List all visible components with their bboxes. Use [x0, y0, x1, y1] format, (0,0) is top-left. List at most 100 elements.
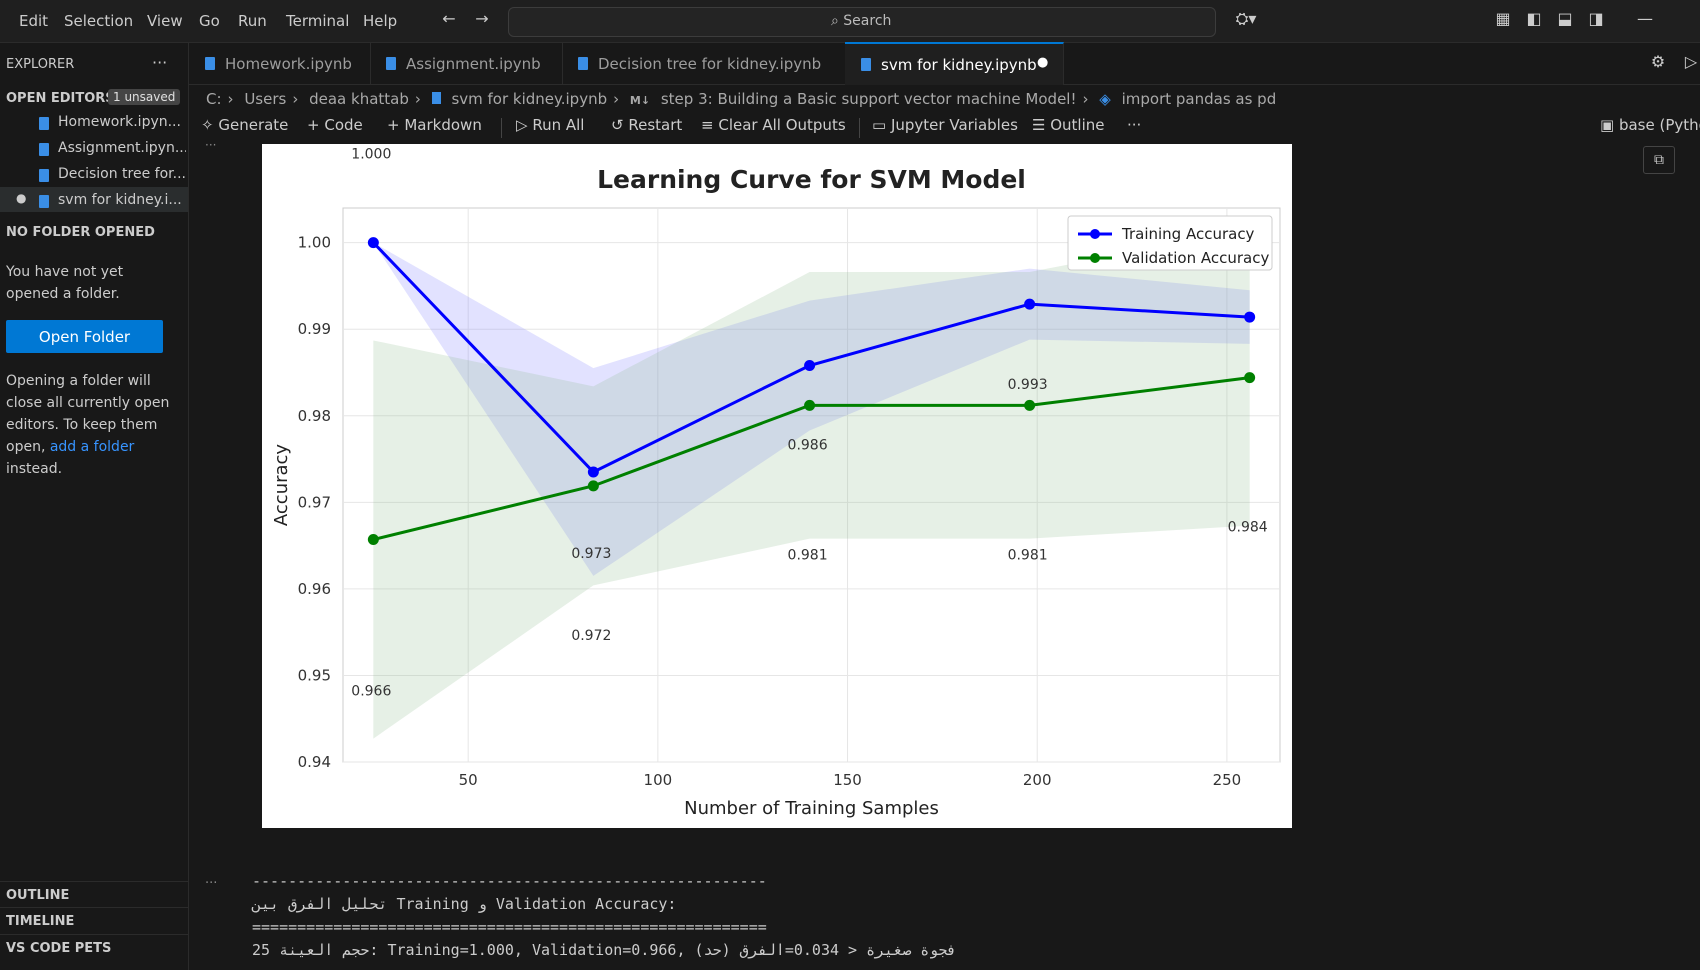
unsaved-dot-icon[interactable]: ●: [1037, 55, 1049, 70]
outline-header[interactable]: OUTLINE: [6, 888, 70, 903]
data-label: 0.966: [351, 684, 391, 700]
breadcrumb-cell[interactable]: step 3: Building a Basic support vector …: [660, 90, 1077, 108]
notebook-icon: [386, 57, 396, 70]
divider: [0, 934, 188, 935]
breadcrumb-code[interactable]: import pandas as pd: [1121, 90, 1277, 108]
data-point: [1244, 372, 1256, 384]
x-tick-label: 100: [644, 771, 673, 789]
breadcrumb-drive[interactable]: C:: [206, 90, 222, 108]
learning-curve-plot: 1.000 0.973 0.986 0.993 0.966 0.972 0.981 0.981…: [262, 144, 1292, 828]
menu-selection[interactable]: Selection: [64, 12, 134, 30]
unsaved-dot-icon: ●: [16, 191, 27, 205]
output-line: تحليل الفرق بين Training و Validation Ac…: [252, 895, 677, 913]
menu-run[interactable]: Run: [238, 12, 267, 30]
search-input[interactable]: ⌕ Search: [508, 7, 1216, 37]
run-all-button[interactable]: ▷ Run All: [516, 116, 585, 134]
data-label: 0.984: [1228, 520, 1268, 536]
settings-gear-icon[interactable]: ⚙: [1650, 52, 1666, 71]
variables-icon: ▭: [872, 116, 887, 134]
tab-svm-kidney[interactable]: svm for kidney.ipynb ●: [845, 42, 1064, 85]
timeline-header[interactable]: TIMELINE: [6, 914, 75, 929]
minimize-icon[interactable]: —: [1637, 9, 1653, 28]
menu-terminal[interactable]: Terminal: [286, 12, 350, 30]
data-point: [367, 534, 379, 546]
back-arrow-icon[interactable]: ←: [442, 9, 456, 28]
copilot-icon[interactable]: ⛭▾: [1235, 9, 1257, 28]
sparkle-icon: ✧: [201, 116, 214, 134]
data-label: 0.973: [571, 546, 611, 562]
run-icon[interactable]: ▷: [1684, 52, 1698, 71]
restart-button[interactable]: ↺ Restart: [611, 116, 683, 134]
breadcrumb-users[interactable]: Users: [244, 90, 287, 108]
menu-edit[interactable]: Edit: [19, 12, 49, 30]
more-icon[interactable]: ···: [1127, 116, 1142, 134]
data-point: [587, 466, 599, 478]
open-editor-active-row[interactable]: [0, 187, 188, 212]
open-editor-assignment[interactable]: Assignment.ipyn...: [58, 140, 186, 156]
kernel-icon: ▣: [1600, 116, 1615, 134]
toggle-sidebar-icon[interactable]: ◧: [1526, 9, 1542, 28]
legend-marker: [1090, 253, 1100, 263]
y-tick-label: 0.95: [298, 666, 331, 684]
add-folder-link[interactable]: add a folder: [49, 439, 135, 455]
notebook-icon: [205, 57, 215, 70]
separator: [501, 118, 502, 138]
layout-icon[interactable]: ▦: [1495, 9, 1511, 28]
confidence-band: [373, 229, 1250, 739]
menu-help[interactable]: Help: [363, 12, 398, 30]
tab-label: Assignment.ipynb: [406, 55, 541, 73]
open-folder-button[interactable]: Open Folder: [6, 320, 163, 353]
x-tick-label: 50: [459, 771, 478, 789]
data-label: 0.972: [571, 628, 611, 644]
search-icon: ⌕: [831, 13, 839, 29]
y-tick-label: 1.00: [298, 234, 331, 252]
outline-button[interactable]: ☰ Outline: [1032, 116, 1105, 134]
tab-assignment[interactable]: Assignment.ipynb: [370, 43, 563, 84]
jupyter-variables-button[interactable]: ▭ Jupyter Variables: [872, 116, 1018, 134]
notebook-icon: [431, 92, 441, 104]
copy-output-icon[interactable]: ⧉: [1643, 146, 1675, 174]
unsaved-badge: 1 unsaved: [108, 89, 181, 105]
open-editor-homework[interactable]: Homework.ipyn...: [58, 114, 181, 130]
data-point: [587, 480, 599, 492]
y-tick-label: 0.99: [298, 320, 331, 338]
divider: [0, 907, 188, 908]
menu-go[interactable]: Go: [199, 12, 220, 30]
open-editor-decision-tree[interactable]: Decision tree for...: [58, 166, 186, 182]
plus-icon: +: [387, 116, 400, 134]
chart-title: Learning Curve for SVM Model: [597, 165, 1026, 194]
tab-decision-tree[interactable]: Decision tree for kidney.ipynb: [562, 43, 846, 84]
y-tick-label: 0.98: [298, 407, 331, 425]
generate-button[interactable]: ✧ Generate: [201, 116, 289, 134]
add-markdown-button[interactable]: + Markdown: [387, 116, 482, 134]
open-editor-svm[interactable]: svm for kidney.i...: [58, 192, 182, 208]
menu-view[interactable]: View: [147, 12, 183, 30]
plot-area: [342, 207, 1281, 763]
data-label: 0.986: [788, 438, 828, 454]
output-line: ========================================…: [252, 918, 767, 936]
markdown-icon: M↓: [629, 94, 651, 107]
vscode-pets-header[interactable]: VS CODE PETS: [6, 941, 112, 956]
breadcrumb-user[interactable]: deaa khattab: [309, 90, 409, 108]
forward-arrow-icon[interactable]: →: [475, 9, 489, 28]
open-editors-header[interactable]: OPEN EDITORS: [6, 91, 115, 106]
output-more-icon[interactable]: ···: [205, 876, 218, 891]
notebook-icon: [39, 195, 49, 208]
legend-label: Training Accuracy: [1121, 225, 1255, 243]
toggle-panel-icon[interactable]: ⬓: [1557, 9, 1573, 28]
cell-more-icon[interactable]: ···: [205, 138, 217, 152]
data-point: [804, 360, 816, 372]
no-folder-header[interactable]: NO FOLDER OPENED: [6, 225, 155, 240]
data-label: 0.981: [788, 547, 828, 563]
kernel-picker[interactable]: ▣ base (Pytho: [1600, 116, 1700, 134]
breadcrumb: C: › Users › deaa khattab › svm for kidney.…: [206, 90, 1277, 108]
breadcrumb-file[interactable]: svm for kidney.ipynb: [451, 90, 608, 108]
toggle-secondary-sidebar-icon[interactable]: ◨: [1588, 9, 1604, 28]
notebook-icon: [578, 57, 588, 70]
add-code-button[interactable]: + Code: [307, 116, 363, 134]
clear-outputs-button[interactable]: ≡ Clear All Outputs: [701, 116, 846, 134]
tab-homework[interactable]: Homework.ipynb: [189, 43, 371, 84]
more-actions-icon[interactable]: ···: [152, 53, 168, 72]
explorer-title: EXPLORER: [6, 57, 75, 72]
tab-label: Homework.ipynb: [225, 55, 352, 73]
